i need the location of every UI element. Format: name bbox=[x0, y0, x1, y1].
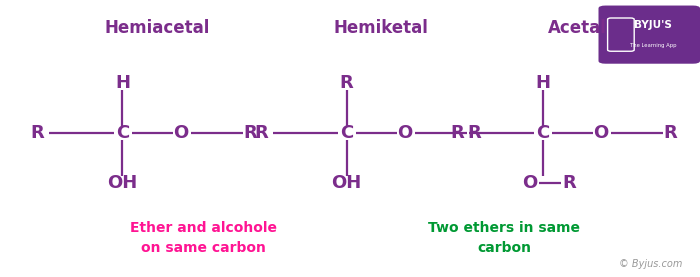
Text: © Byjus.com: © Byjus.com bbox=[619, 259, 682, 269]
Text: Acetal: Acetal bbox=[547, 19, 606, 37]
Text: R: R bbox=[255, 124, 268, 142]
Text: H: H bbox=[535, 74, 550, 92]
Text: Two ethers in same
carbon: Two ethers in same carbon bbox=[428, 222, 580, 255]
Text: H: H bbox=[115, 74, 130, 92]
FancyBboxPatch shape bbox=[598, 6, 700, 64]
Text: BYJU'S: BYJU'S bbox=[634, 20, 672, 30]
Text: C: C bbox=[340, 124, 353, 142]
Text: OH: OH bbox=[331, 174, 362, 192]
Text: R: R bbox=[451, 124, 464, 142]
Text: Ether and alcohole
on same carbon: Ether and alcohole on same carbon bbox=[130, 222, 276, 255]
Text: Hemiketal: Hemiketal bbox=[334, 19, 428, 37]
Text: R: R bbox=[31, 124, 44, 142]
Text: R: R bbox=[562, 174, 576, 192]
Text: OH: OH bbox=[107, 174, 138, 192]
Text: O: O bbox=[398, 124, 412, 142]
FancyBboxPatch shape bbox=[608, 18, 634, 51]
Text: R: R bbox=[244, 124, 257, 142]
Text: C: C bbox=[536, 124, 549, 142]
Text: O: O bbox=[594, 124, 608, 142]
Text: The Learning App: The Learning App bbox=[630, 43, 676, 48]
Text: C: C bbox=[116, 124, 129, 142]
Text: R: R bbox=[468, 124, 481, 142]
Text: R: R bbox=[340, 74, 354, 92]
Text: Hemiacetal: Hemiacetal bbox=[104, 19, 210, 37]
Text: R: R bbox=[664, 124, 677, 142]
Text: O: O bbox=[174, 124, 188, 142]
Text: O: O bbox=[522, 174, 538, 192]
